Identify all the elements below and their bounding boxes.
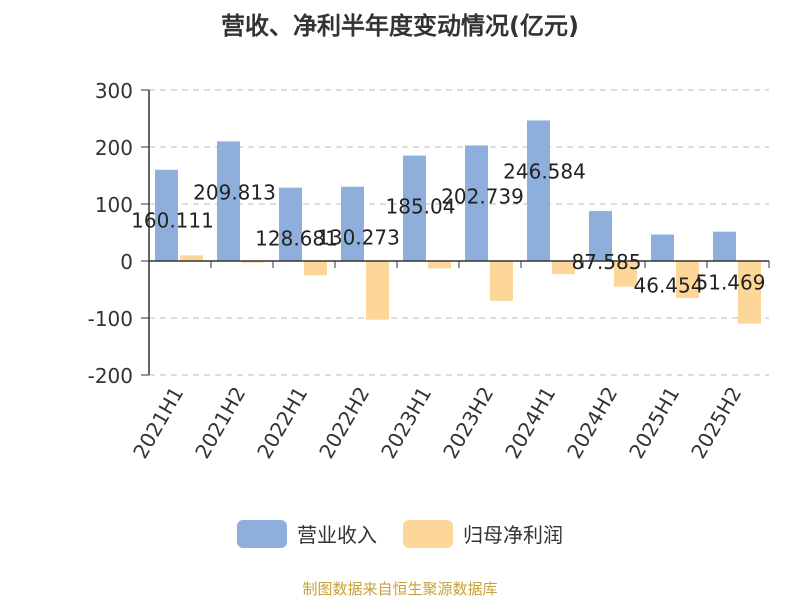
- legend: 营业收入 归母净利润: [0, 519, 800, 548]
- x-tick-label: 2022H1: [252, 383, 312, 463]
- data-label-revenue: 209.813: [193, 180, 276, 204]
- data-label-revenue: 202.739: [441, 184, 524, 208]
- bar-revenue: [403, 155, 426, 261]
- bar-revenue: [155, 169, 178, 261]
- bar-revenue: [341, 186, 364, 261]
- y-tick-label: -100: [88, 307, 133, 331]
- bar-net-profit: [428, 261, 451, 269]
- legend-label-net-profit: 归母净利润: [463, 523, 563, 547]
- bar-revenue: [589, 211, 612, 261]
- legend-swatch-revenue: [237, 519, 287, 548]
- data-label-revenue: 160.111: [131, 209, 214, 233]
- bar-revenue: [217, 141, 240, 261]
- bar-net-profit: [242, 261, 265, 263]
- data-label-revenue: 130.273: [317, 226, 400, 250]
- legend-item-revenue[interactable]: 营业收入: [237, 519, 377, 548]
- x-tick-label: 2025H2: [686, 383, 746, 463]
- legend-swatch-net-profit: [403, 519, 453, 548]
- y-tick-label: 100: [95, 193, 133, 217]
- bar-net-profit: [180, 255, 203, 261]
- x-tick-label: 2023H1: [376, 383, 436, 463]
- y-tick-label: 0: [120, 250, 133, 274]
- data-label-revenue: 46.454: [634, 274, 704, 298]
- x-tick-label: 2025H1: [624, 383, 684, 463]
- chart-title: 营收、净利半年度变动情况(亿元): [221, 12, 579, 40]
- bar-revenue: [651, 234, 674, 261]
- x-tick-label: 2021H1: [128, 383, 188, 463]
- bar-revenue: [713, 231, 736, 261]
- legend-item-net-profit[interactable]: 归母净利润: [403, 519, 563, 548]
- data-label-revenue: 128.681: [255, 227, 338, 251]
- bar-net-profit: [738, 261, 761, 324]
- data-label-revenue: 246.584: [503, 159, 586, 183]
- y-tick-label: -200: [88, 364, 133, 388]
- data-label-revenue: 185.04: [386, 195, 456, 219]
- x-tick-label: 2021H2: [190, 383, 250, 463]
- x-tick-label: 2024H1: [500, 383, 560, 463]
- y-tick-label: 200: [95, 136, 133, 160]
- data-label-revenue: 51.469: [696, 271, 766, 295]
- y-tick-label: 300: [95, 79, 133, 103]
- bar-net-profit: [366, 261, 389, 320]
- bar-net-profit: [490, 261, 513, 301]
- bar-net-profit: [614, 261, 637, 287]
- bar-revenue: [465, 145, 488, 261]
- legend-label-revenue: 营业收入: [297, 523, 377, 547]
- data-label-revenue: 87.585: [572, 250, 642, 274]
- x-tick-label: 2024H2: [562, 383, 622, 463]
- bar-net-profit: [552, 261, 575, 275]
- bar-revenue: [279, 187, 302, 261]
- x-tick-label: 2022H2: [314, 383, 374, 463]
- bar-net-profit: [304, 261, 327, 276]
- bar-revenue: [527, 120, 550, 262]
- source-note: 制图数据来自恒生聚源数据库: [302, 580, 498, 598]
- bar-net-profit: [676, 261, 699, 299]
- x-tick-label: 2023H2: [438, 383, 498, 463]
